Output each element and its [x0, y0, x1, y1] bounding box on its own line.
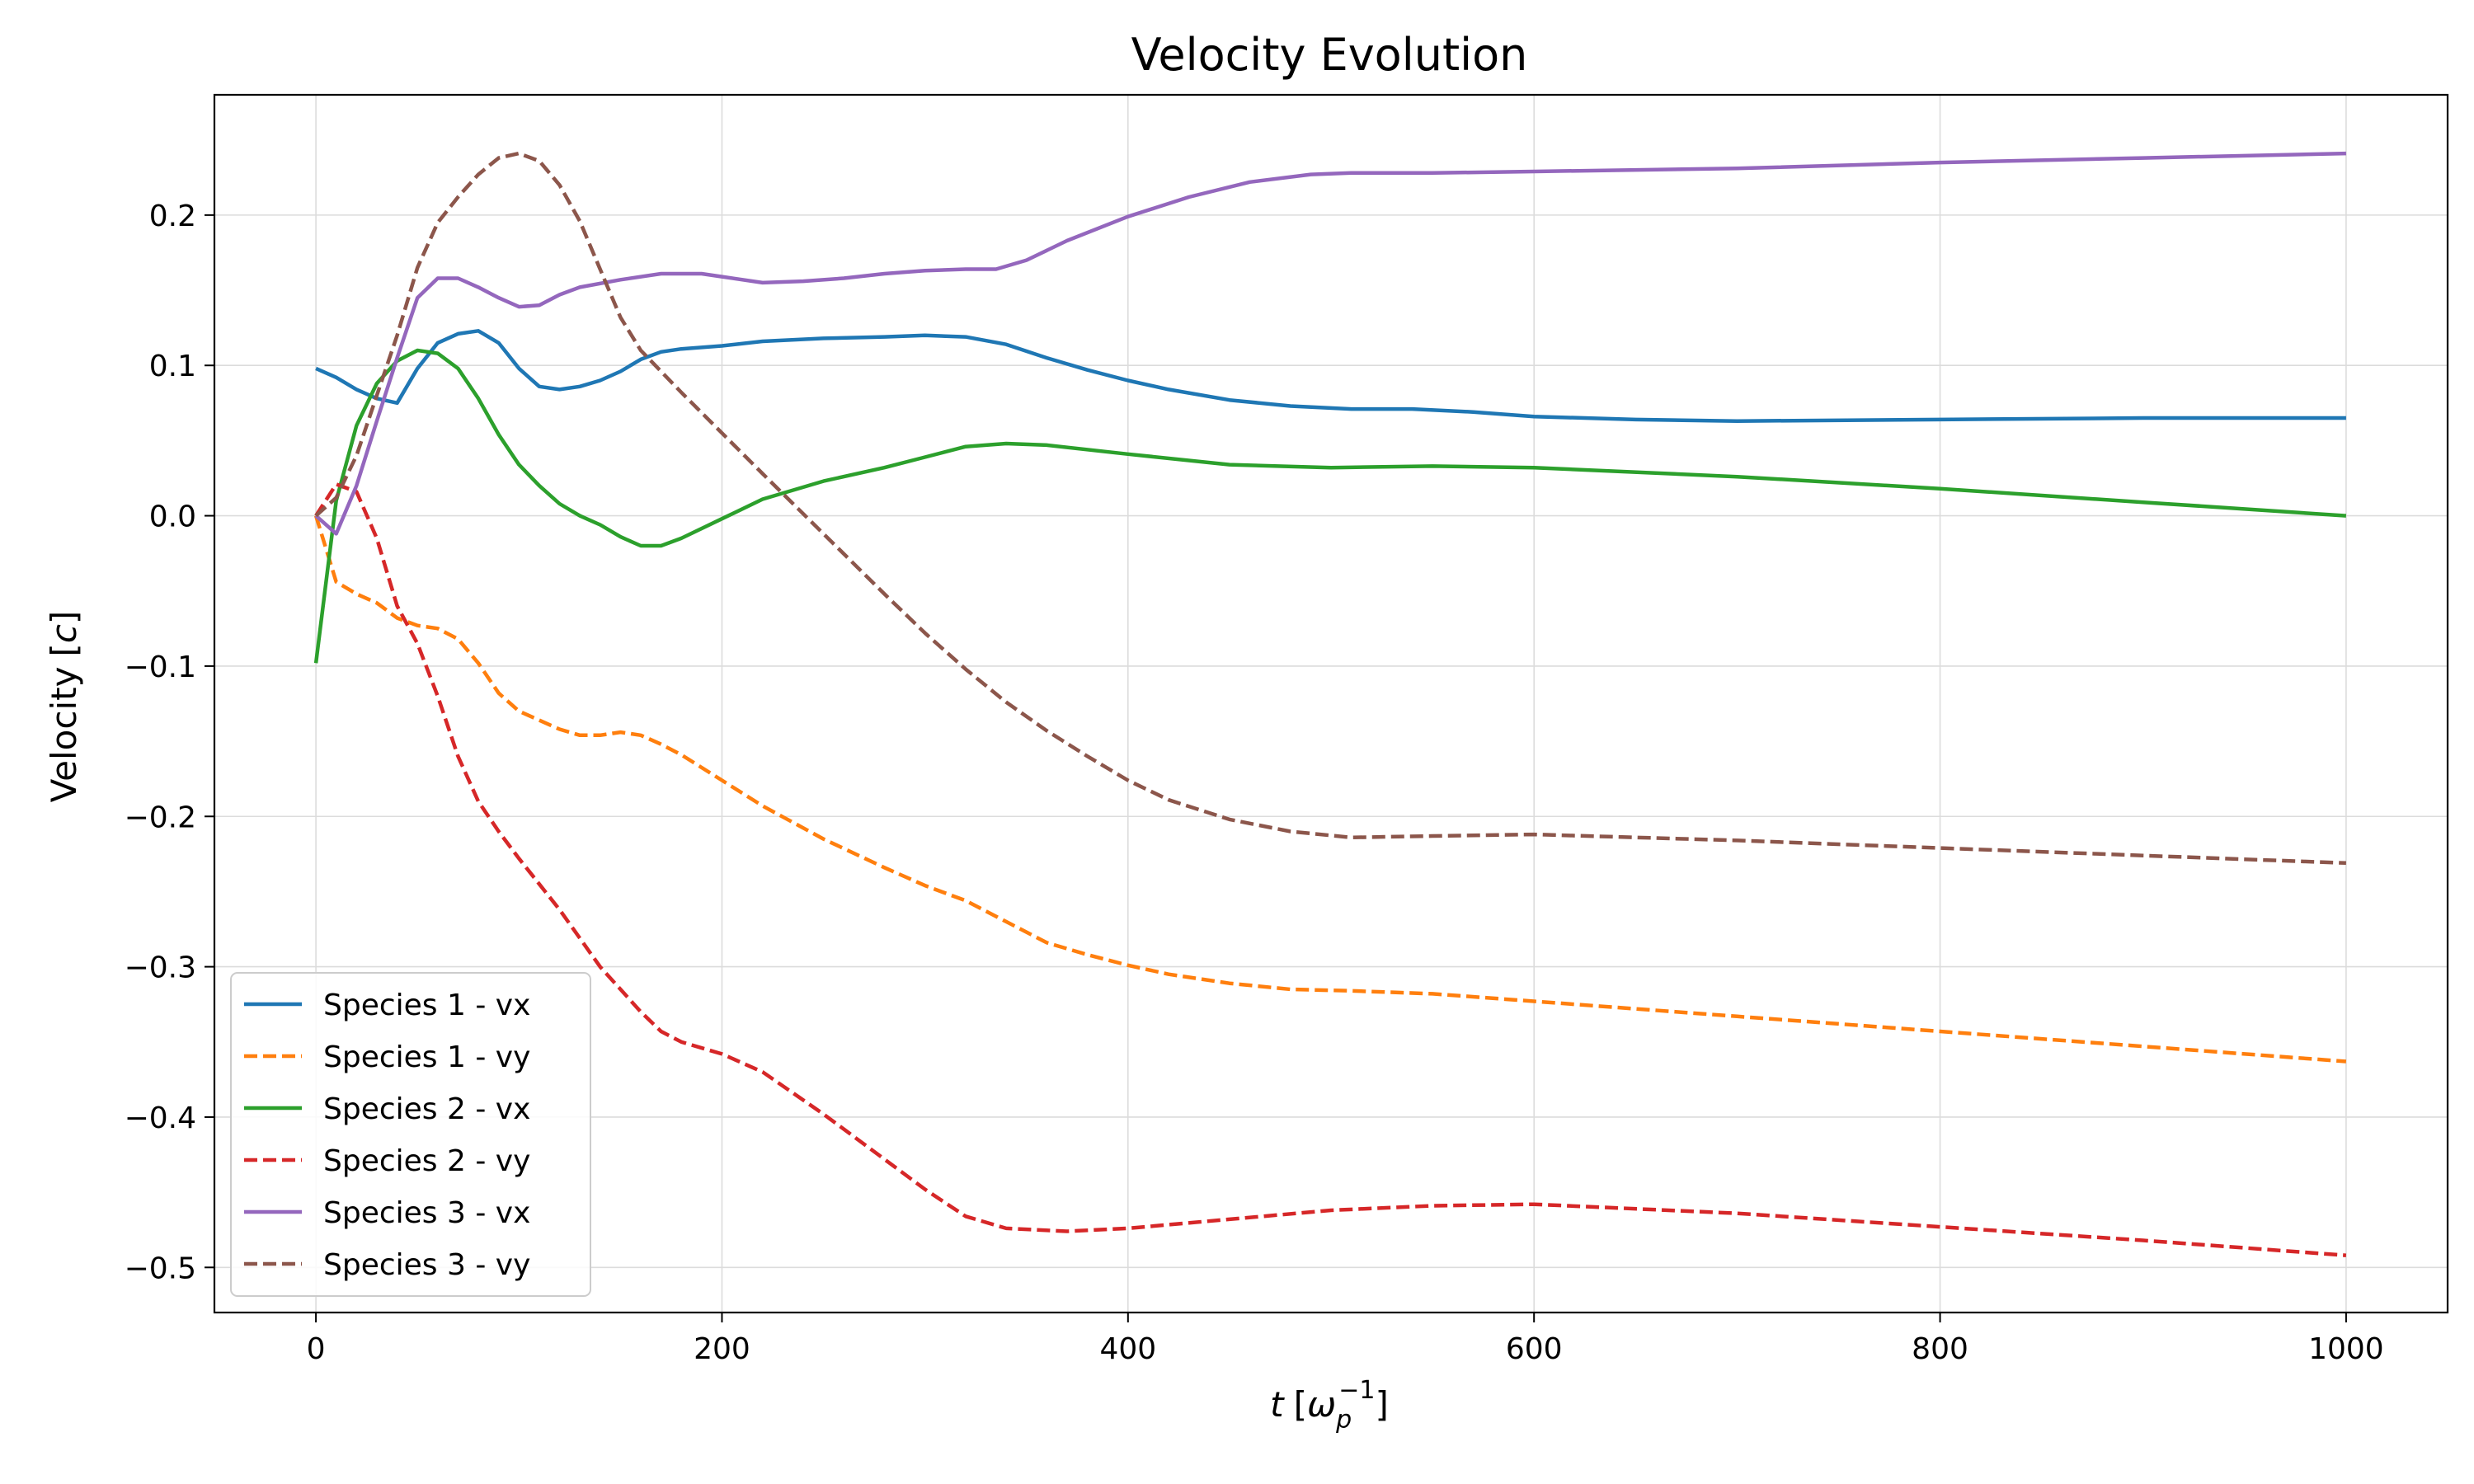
y-tick-label: 0.2 [149, 200, 196, 233]
y-tick-label: 0.0 [149, 500, 196, 534]
y-label-bracket-close: ] [44, 611, 84, 624]
y-label-bracket-open: [ [44, 643, 84, 656]
legend: Species 1 - vx Species 1 - vy Species 2 - … [230, 972, 591, 1297]
series-line-6 [314, 151, 2346, 866]
series-line-2 [313, 514, 2347, 1064]
ticks: 0 200 400 600 800 1000 −0.5 −0.4 −0.3 −0.2 −0.1 0.0… [125, 200, 2384, 1366]
x-tick-label: 1000 [2308, 1332, 2384, 1366]
chart-title: Velocity Evolution [1131, 29, 1528, 81]
series-line-5 [314, 151, 2346, 536]
x-tick-label: 200 [694, 1332, 750, 1366]
legend-item-label: Species 3 - vy [323, 1248, 530, 1282]
y-axis-label: Velocity [c] [44, 611, 84, 803]
legend-item-label: Species 1 - vx [323, 989, 530, 1022]
series-line-1 [315, 329, 2346, 423]
x-tick-label: 600 [1506, 1332, 1563, 1366]
y-label-unit: c [44, 624, 84, 643]
y-tick-label: −0.5 [125, 1252, 196, 1285]
x-label-main: t [1270, 1384, 1285, 1425]
x-tick-label: 800 [1912, 1332, 1968, 1366]
plot-frame [213, 93, 2449, 1314]
y-tick-label: −0.3 [125, 951, 196, 985]
legend-box [230, 972, 591, 1297]
x-label-bracket-open: [ [1294, 1384, 1307, 1425]
y-tick-label: −0.4 [125, 1101, 196, 1135]
series-layer [313, 151, 2347, 1257]
x-label-omega: ω [1307, 1384, 1336, 1425]
legend-item-label: Species 2 - vy [323, 1144, 530, 1178]
x-tick-label: 0 [307, 1332, 326, 1366]
y-tick-label: −0.1 [125, 650, 196, 684]
x-tick-label: 400 [1099, 1332, 1156, 1366]
y-tick-label: −0.2 [125, 801, 196, 834]
series-line-4 [314, 482, 2347, 1257]
legend-item-label: Species 1 - vy [323, 1040, 530, 1074]
x-label-superscript: −1 [1338, 1376, 1375, 1405]
series-line-3 [313, 348, 2347, 664]
x-axis-label: t [ωp−1] [1270, 1376, 1389, 1435]
y-label-main: Velocity [44, 667, 84, 803]
legend-item-label: Species 3 - vx [323, 1196, 530, 1230]
y-tick-label: 0.1 [149, 350, 196, 383]
x-label-bracket-close: ] [1375, 1384, 1388, 1425]
x-label-subscript: p [1335, 1406, 1352, 1435]
legend-item-label: Species 2 - vx [323, 1092, 530, 1126]
